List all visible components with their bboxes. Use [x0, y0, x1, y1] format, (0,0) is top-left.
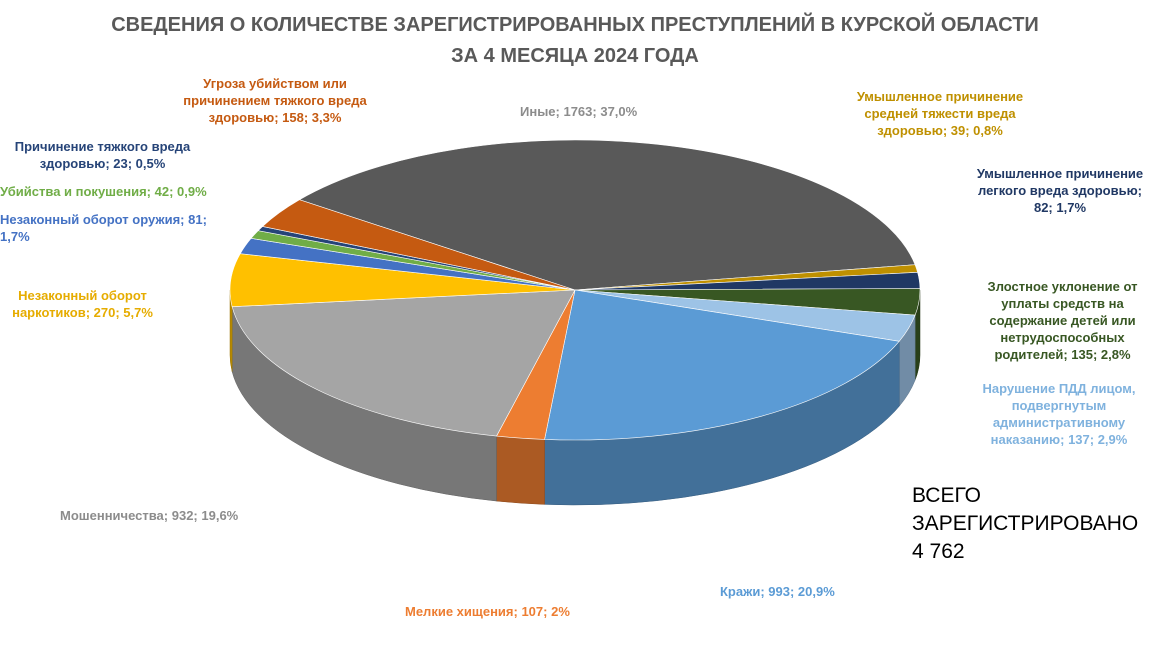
value-label: ; 107; 2% — [513, 604, 570, 619]
category-label: Мошенничества — [60, 508, 164, 523]
data-label: Причинение тяжкого вреда здоровью; 23; 0… — [0, 138, 205, 172]
data-label: Мошенничества; 932; 19,6% — [60, 507, 280, 524]
category-label: Кражи — [720, 584, 761, 599]
value-label: ; 158; 3,3% — [274, 110, 342, 125]
pie-slice — [261, 199, 576, 291]
category-label: Убийства и покушения — [0, 184, 147, 199]
value-label: ; 39; 0,8% — [942, 123, 1003, 138]
pie-slice — [544, 289, 900, 441]
value-label: ; 932; 19,6% — [163, 508, 239, 523]
category-label: Угроза убийством или причинением тяжкого… — [183, 76, 367, 125]
category-label: Незаконный оборот наркотиков — [12, 288, 147, 320]
value-label: ; 81; 1,7% — [0, 212, 207, 244]
category-label: Иные — [520, 104, 556, 119]
value-label: ; 993; 20,9% — [760, 584, 835, 599]
category-label: Умышленное причинение средней тяжести вр… — [856, 89, 1024, 138]
data-label: Незаконный оборот оружия; 81; 1,7% — [0, 211, 215, 245]
value-label: ; 42; 0,9% — [146, 184, 207, 199]
value-label: ; 23; 0,5% — [105, 156, 166, 171]
value-label: ; 270; 5,7% — [85, 305, 153, 320]
pie-slice — [231, 289, 576, 437]
data-label: Кражи; 993; 20,9% — [720, 583, 920, 600]
data-label: Злостное уклонение от уплаты средств на … — [975, 278, 1150, 363]
value-label: ; 1763; 37,0% — [555, 104, 638, 119]
data-label: Нарушение ПДД лицом, подвергнутым админи… — [968, 380, 1150, 448]
data-label: Убийства и покушения; 42; 0,9% — [0, 183, 240, 200]
value-label: ; 82; 1,7% — [1033, 183, 1143, 215]
value-label: ; 137; 2,9% — [1060, 432, 1128, 447]
data-label: Мелкие хищения; 107; 2% — [405, 603, 625, 620]
category-label: Злостное уклонение от уплаты средств на … — [987, 279, 1138, 362]
data-label: Иные; 1763; 37,0% — [520, 103, 820, 120]
data-label: Угроза убийством или причинением тяжкого… — [165, 75, 385, 126]
category-label: Незаконный оборот оружия — [0, 212, 181, 227]
total-annotation: ВСЕГО ЗАРЕГИСТРИРОВАНО 4 762 — [912, 484, 1139, 563]
data-label: Незаконный оборот наркотиков; 270; 5,7% — [0, 287, 165, 321]
slice-side — [496, 435, 545, 505]
category-label: Мелкие хищения — [405, 604, 514, 619]
value-label: ; 135; 2,8% — [1063, 347, 1131, 362]
category-label: Умышленное причинение легкого вреда здор… — [976, 166, 1144, 198]
data-label: Умышленное причинение легкого вреда здор… — [975, 165, 1145, 216]
category-label: Нарушение ПДД лицом, подвергнутым админи… — [982, 381, 1136, 447]
category-label: Причинение тяжкого вреда здоровью — [14, 139, 191, 171]
data-label: Умышленное причинение средней тяжести вр… — [840, 88, 1040, 139]
chart-title: СВЕДЕНИЯ О КОЛИЧЕСТВЕ ЗАРЕГИСТРИРОВАННЫХ… — [111, 14, 1039, 67]
pie-slice — [298, 139, 916, 291]
